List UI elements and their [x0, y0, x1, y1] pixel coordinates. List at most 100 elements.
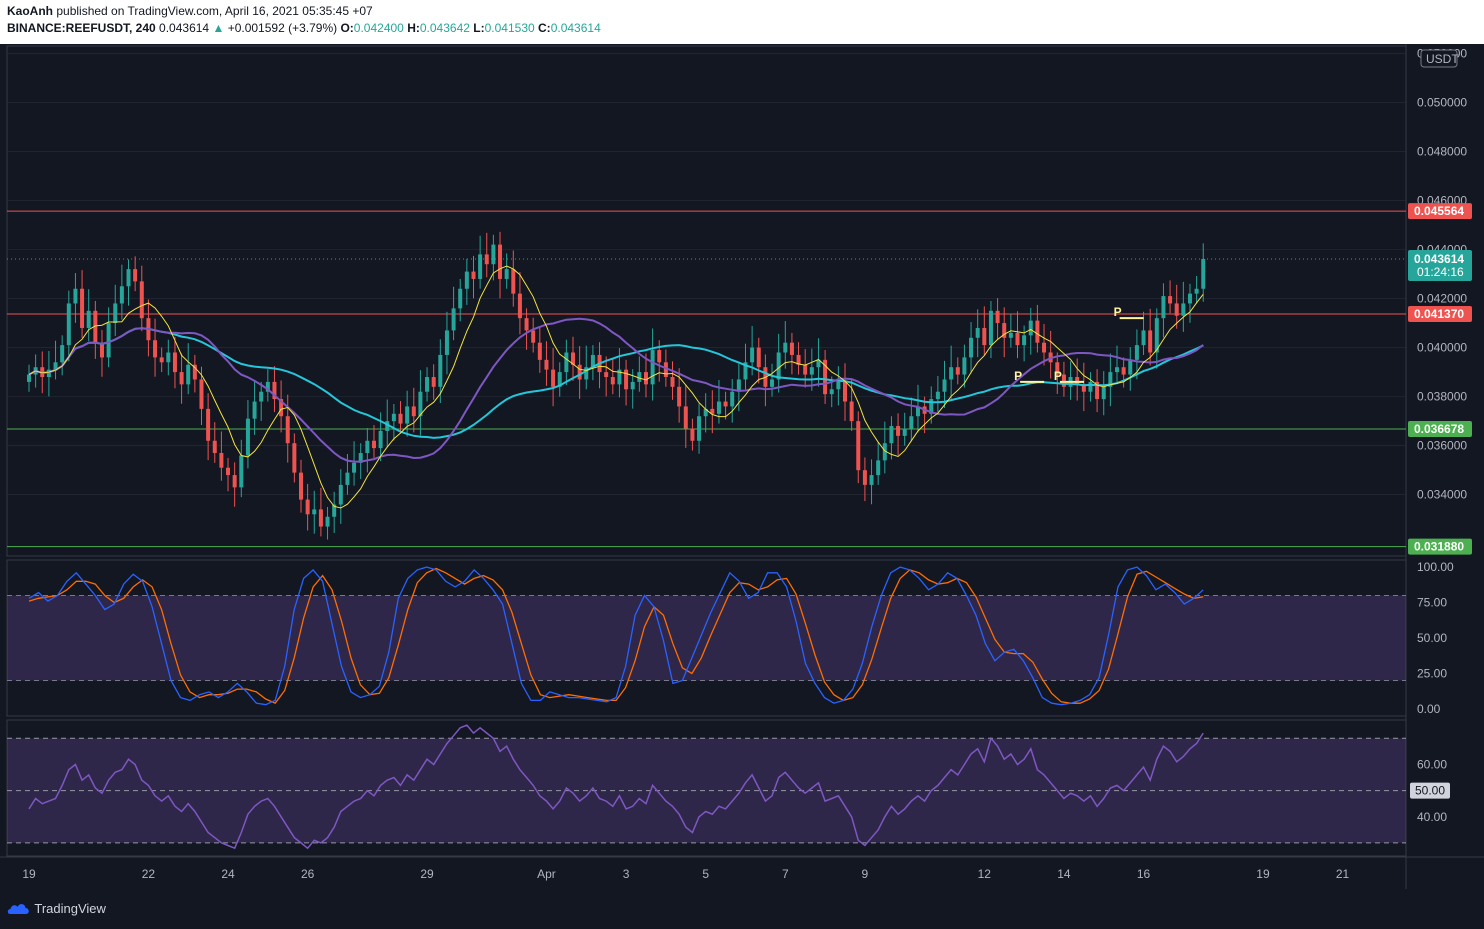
- candle[interactable]: [643, 353, 648, 398]
- candle[interactable]: [969, 322, 974, 374]
- candle[interactable]: [650, 328, 655, 401]
- candle[interactable]: [577, 346, 582, 399]
- candle[interactable]: [756, 337, 761, 384]
- candle[interactable]: [710, 390, 715, 434]
- candle[interactable]: [484, 232, 489, 278]
- candle[interactable]: [743, 343, 748, 390]
- candle[interactable]: [988, 301, 993, 359]
- candle[interactable]: [537, 326, 542, 373]
- candle[interactable]: [318, 487, 323, 537]
- candle[interactable]: [604, 356, 609, 397]
- candle[interactable]: [226, 457, 231, 492]
- candle[interactable]: [1101, 371, 1106, 416]
- candle[interactable]: [444, 311, 449, 375]
- candle[interactable]: [1154, 308, 1159, 369]
- candle[interactable]: [610, 358, 615, 395]
- candle[interactable]: [571, 336, 575, 381]
- candle[interactable]: [783, 321, 788, 369]
- candle[interactable]: [843, 363, 847, 421]
- candle[interactable]: [697, 403, 702, 454]
- candle[interactable]: [139, 265, 144, 332]
- candle[interactable]: [809, 348, 814, 391]
- candle[interactable]: [338, 469, 343, 524]
- candle[interactable]: [66, 290, 71, 362]
- candle[interactable]: [219, 431, 224, 481]
- candle[interactable]: [1128, 347, 1133, 391]
- candle[interactable]: [955, 357, 960, 385]
- candle[interactable]: [511, 250, 516, 307]
- candle[interactable]: [1187, 283, 1192, 323]
- candle[interactable]: [730, 378, 735, 423]
- candle[interactable]: [1108, 353, 1113, 407]
- candle[interactable]: [1174, 284, 1179, 329]
- candle[interactable]: [259, 381, 264, 421]
- candle[interactable]: [690, 418, 695, 451]
- candle[interactable]: [557, 362, 562, 397]
- candle[interactable]: [53, 340, 58, 380]
- candle[interactable]: [823, 350, 828, 404]
- candle[interactable]: [371, 425, 376, 458]
- candle[interactable]: [272, 366, 277, 413]
- candle[interactable]: [106, 307, 111, 368]
- candle[interactable]: [584, 345, 589, 390]
- candle[interactable]: [73, 273, 78, 323]
- candle[interactable]: [99, 329, 104, 377]
- chart-area[interactable]: 0.0520000.0500000.0480000.0460000.044000…: [0, 44, 1484, 889]
- candle[interactable]: [425, 367, 430, 402]
- candle[interactable]: [551, 348, 556, 407]
- candle[interactable]: [153, 318, 158, 377]
- candle[interactable]: [1015, 311, 1020, 359]
- candle[interactable]: [524, 308, 529, 350]
- candle[interactable]: [1161, 283, 1166, 338]
- candle[interactable]: [517, 272, 522, 335]
- candle[interactable]: [471, 255, 476, 299]
- candle[interactable]: [1022, 325, 1027, 362]
- candle[interactable]: [949, 345, 954, 399]
- candle[interactable]: [975, 309, 980, 358]
- candle[interactable]: [803, 349, 808, 388]
- candle[interactable]: [982, 306, 987, 355]
- candle[interactable]: [836, 366, 841, 406]
- candle[interactable]: [431, 364, 436, 400]
- candle[interactable]: [1095, 369, 1100, 413]
- candle[interactable]: [498, 231, 503, 299]
- candle[interactable]: [670, 361, 675, 400]
- candle[interactable]: [1088, 372, 1093, 402]
- candle[interactable]: [458, 278, 463, 322]
- candle[interactable]: [882, 421, 887, 474]
- candle[interactable]: [352, 441, 357, 486]
- candle[interactable]: [1148, 308, 1153, 366]
- candle[interactable]: [86, 289, 91, 341]
- candle[interactable]: [942, 360, 947, 408]
- tradingview-logo[interactable]: TradingView: [7, 901, 106, 916]
- symbol-label[interactable]: BINANCE:REEFUSDT, 240: [7, 21, 156, 35]
- candle[interactable]: [385, 399, 390, 448]
- candle[interactable]: [770, 363, 775, 397]
- candle[interactable]: [1075, 358, 1080, 401]
- candle[interactable]: [1035, 304, 1040, 353]
- candle[interactable]: [703, 393, 708, 433]
- candle[interactable]: [1061, 361, 1066, 397]
- candle[interactable]: [206, 393, 211, 461]
- candle[interactable]: [544, 341, 549, 386]
- candle[interactable]: [590, 345, 595, 381]
- candle[interactable]: [869, 459, 874, 505]
- candle[interactable]: [80, 270, 85, 338]
- candle[interactable]: [159, 347, 164, 373]
- candle[interactable]: [192, 354, 197, 393]
- candle[interactable]: [305, 483, 310, 531]
- candle[interactable]: [332, 491, 337, 533]
- candle[interactable]: [789, 332, 794, 375]
- candle[interactable]: [464, 258, 469, 305]
- candle[interactable]: [962, 344, 967, 388]
- candle[interactable]: [418, 370, 423, 436]
- candle[interactable]: [212, 422, 217, 463]
- candle[interactable]: [1201, 243, 1206, 302]
- candle[interactable]: [325, 506, 330, 540]
- candle[interactable]: [292, 433, 297, 483]
- candle[interactable]: [896, 413, 901, 456]
- candle[interactable]: [876, 441, 881, 485]
- candle[interactable]: [478, 235, 483, 289]
- candle[interactable]: [391, 403, 396, 441]
- candle[interactable]: [166, 339, 171, 376]
